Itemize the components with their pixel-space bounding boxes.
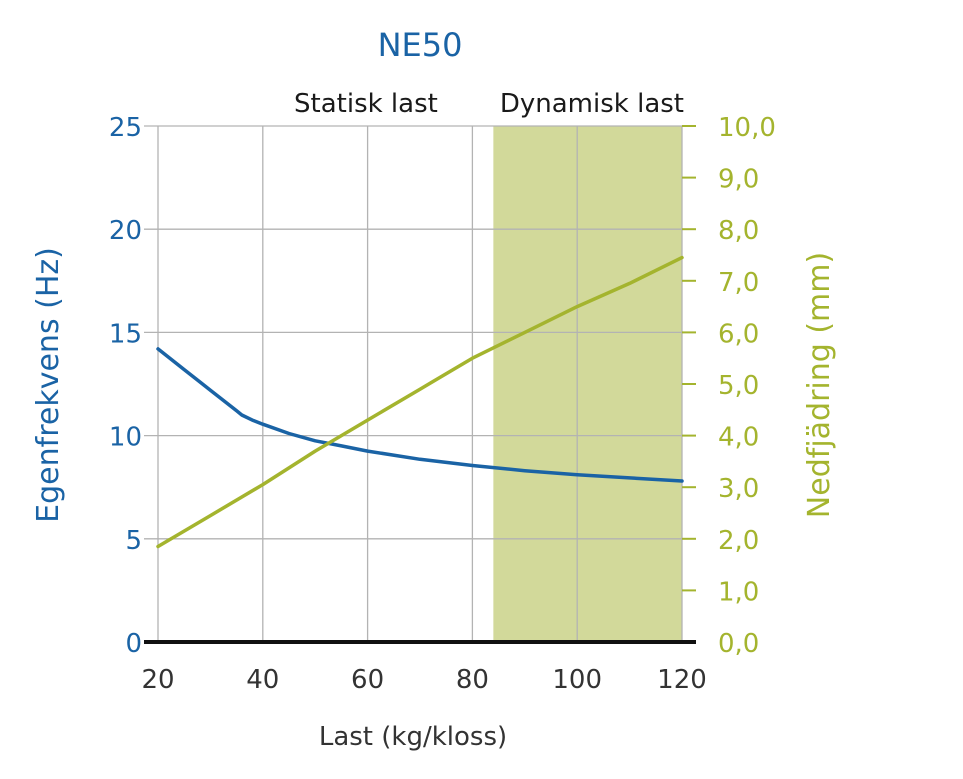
y-left-tick-label: 20 bbox=[109, 216, 142, 246]
y-right-tick-label: 1,0 bbox=[718, 577, 759, 607]
y-right-tick-label: 7,0 bbox=[718, 268, 759, 298]
y-left-tick-label: 0 bbox=[125, 629, 142, 659]
x-tick-label: 40 bbox=[246, 665, 279, 695]
x-tick-label: 100 bbox=[552, 665, 602, 695]
shade-layer bbox=[493, 126, 682, 642]
y-right-tick-label: 4,0 bbox=[718, 423, 759, 453]
y-right-tick-label: 3,0 bbox=[718, 474, 759, 504]
y-axis-right-label: Nedfjädring (mm) bbox=[802, 252, 837, 518]
y-left-tick-label: 5 bbox=[125, 526, 142, 556]
y-right-tick-label: 9,0 bbox=[718, 165, 759, 195]
y-right-tick-label: 5,0 bbox=[718, 371, 759, 401]
grid-layer bbox=[144, 125, 696, 643]
region-label: Statisk last bbox=[294, 89, 438, 119]
region-label: Dynamisk last bbox=[500, 89, 684, 119]
y-right-tick-label: 2,0 bbox=[718, 526, 759, 556]
y-right-tick-label: 8,0 bbox=[718, 216, 759, 246]
series-line-natural-frequency bbox=[156, 347, 684, 483]
dynamic-load-region bbox=[493, 126, 682, 642]
y-left-tick-label: 15 bbox=[109, 319, 142, 349]
x-axis-label: Last (kg/kloss) bbox=[319, 722, 507, 752]
series-line-deflection bbox=[156, 255, 684, 549]
y-right-tick-label: 10,0 bbox=[718, 113, 776, 143]
y-axis-left-label: Egenfrekvens (Hz) bbox=[31, 247, 66, 523]
x-tick-label: 60 bbox=[351, 665, 384, 695]
x-tick-label: 80 bbox=[456, 665, 489, 695]
y-left-tick-label: 10 bbox=[109, 423, 142, 453]
series-layer bbox=[144, 255, 696, 644]
x-tick-label: 120 bbox=[657, 665, 707, 695]
chart-title: NE50 bbox=[378, 26, 463, 64]
y-right-tick-label: 6,0 bbox=[718, 319, 759, 349]
y-right-tick-label: 0,0 bbox=[718, 629, 759, 659]
y-left-tick-label: 25 bbox=[109, 113, 142, 143]
x-tick-label: 20 bbox=[141, 665, 174, 695]
tick-layer: Statisk last Dynamisk last 0 5 10 15 20 25 0,0 1,… bbox=[109, 89, 776, 695]
